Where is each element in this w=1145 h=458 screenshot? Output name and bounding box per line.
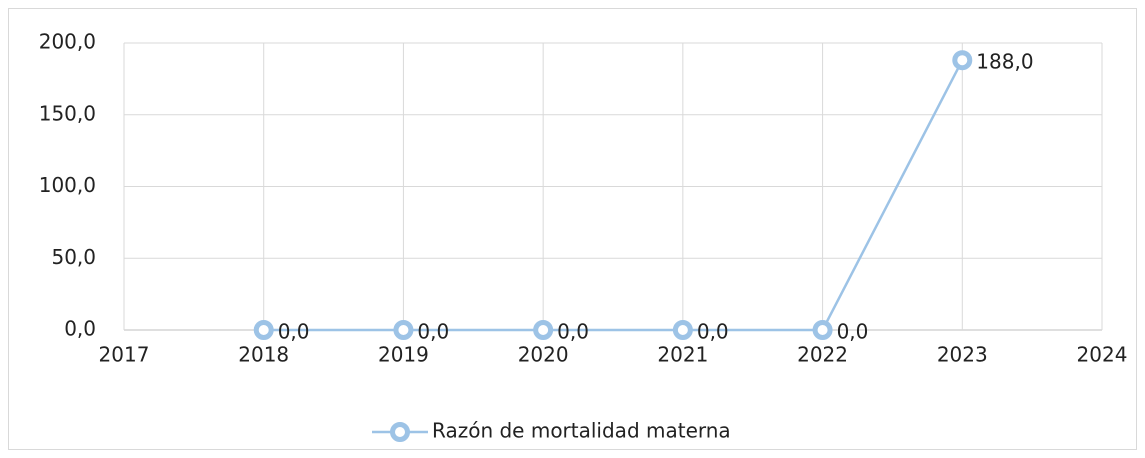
data-label: 0,0 (417, 320, 449, 344)
data-point (812, 320, 833, 340)
y-tick-label: 0,0 (64, 317, 96, 341)
x-tick-label: 2020 (518, 343, 569, 367)
chart-border (8, 8, 1137, 450)
y-tick-label: 50,0 (51, 245, 96, 269)
data-label: 0,0 (557, 320, 589, 344)
x-tick-label: 2019 (378, 343, 429, 367)
x-tick-label: 2023 (937, 343, 988, 367)
x-tick-label: 2022 (797, 343, 848, 367)
y-tick-label: 200,0 (39, 30, 96, 54)
series-line (263, 59, 964, 332)
data-label: 0,0 (837, 320, 869, 344)
data-label: 188,0 (976, 50, 1033, 74)
y-tick-label: 100,0 (39, 173, 96, 197)
x-tick-label: 2017 (99, 343, 150, 367)
y-tick-label: 150,0 (39, 101, 96, 125)
x-tick-label: 2024 (1077, 343, 1128, 367)
data-point (253, 320, 274, 340)
x-tick-label: 2021 (657, 343, 708, 367)
data-label: 0,0 (278, 320, 310, 344)
legend-label: Razón de mortalidad materna (432, 419, 731, 443)
x-tick-label: 2018 (238, 343, 289, 367)
legend-swatch (390, 422, 410, 442)
data-point (672, 320, 693, 340)
data-point (533, 320, 554, 340)
data-label: 0,0 (697, 320, 729, 344)
data-point (393, 320, 414, 340)
data-point (952, 50, 973, 71)
